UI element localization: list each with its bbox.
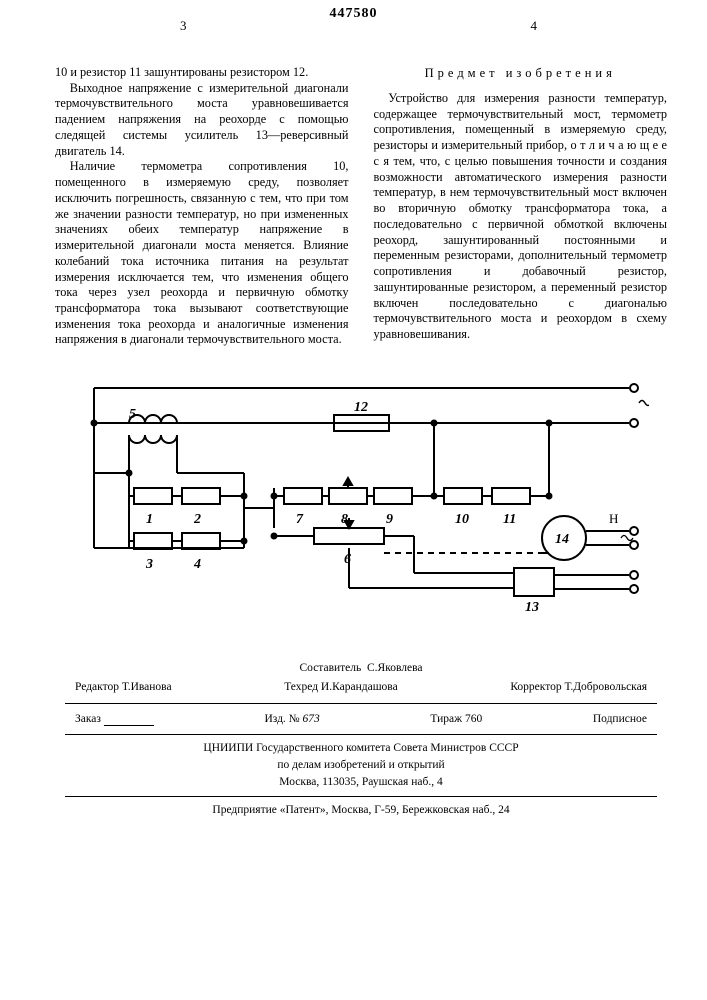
- circuit-svg: 5 1 2: [74, 373, 649, 643]
- order-label: Заказ: [75, 713, 101, 725]
- svg-text:4: 4: [193, 557, 201, 572]
- compiler-line: Составитель С.Яковлева: [55, 661, 667, 676]
- order-cell: Заказ: [75, 712, 154, 727]
- subscribe-label: Подписное: [593, 712, 647, 727]
- corrector-label: Корректор: [510, 681, 561, 693]
- corrector-name: Т.Добровольская: [564, 681, 647, 693]
- compiler-name: С.Яковлева: [367, 662, 422, 674]
- izd-cell: Изд. № 673: [264, 712, 319, 727]
- order-blank: [104, 714, 154, 727]
- izd-value: 673: [303, 713, 320, 725]
- left-column: 10 и резистор 11 зашунтированы резисторо…: [55, 65, 349, 348]
- footer-block: Составитель С.Яковлева Редактор Т.Иванов…: [55, 661, 667, 817]
- svg-text:5: 5: [129, 407, 136, 422]
- svg-text:12: 12: [354, 400, 368, 415]
- svg-text:14: 14: [555, 532, 569, 547]
- editor-cell: Редактор Т.Иванова: [75, 680, 172, 695]
- left-p1: 10 и резистор 11 зашунтированы резисторо…: [55, 65, 349, 81]
- tirazh-label: Тираж: [430, 713, 462, 725]
- svg-text:2: 2: [193, 512, 201, 527]
- org-line-1: ЦНИИПИ Государственного комитета Совета …: [55, 741, 667, 756]
- editor-label: Редактор: [75, 681, 119, 693]
- svg-text:10: 10: [455, 512, 469, 527]
- page-number-right: 4: [531, 18, 538, 35]
- addr-line-1: Москва, 113035, Раушская наб., 4: [55, 775, 667, 790]
- divider-3: [65, 796, 657, 797]
- svg-text:11: 11: [503, 512, 516, 527]
- page-number-left: 3: [180, 18, 187, 35]
- svg-text:3: 3: [145, 557, 153, 572]
- divider-2: [65, 734, 657, 735]
- org-line-2: по делам изобретений и открытий: [55, 758, 667, 773]
- svg-text:9: 9: [386, 512, 393, 527]
- right-column: Предмет изобретения Устройство для измер…: [374, 65, 668, 348]
- svg-text:13: 13: [525, 600, 539, 615]
- circuit-diagram: 5 1 2: [55, 373, 667, 643]
- text-columns: 10 и резистор 11 зашунтированы резисторо…: [55, 65, 667, 348]
- tech-cell: Техред И.Карандашова: [284, 680, 397, 695]
- corrector-cell: Корректор Т.Добровольская: [510, 680, 647, 695]
- svg-text:1: 1: [146, 512, 153, 527]
- izd-label: Изд. №: [264, 713, 299, 725]
- divider-1: [65, 703, 657, 704]
- compiler-label: Составитель: [299, 662, 361, 674]
- tech-name: И.Карандашова: [321, 681, 398, 693]
- tech-label: Техред: [284, 681, 318, 693]
- claim-title: Предмет изобретения: [374, 65, 668, 81]
- left-p2: Выходное напряжение с измерительной диаг…: [55, 81, 349, 160]
- left-p3: Наличие термометра сопротивления 10, пом…: [55, 159, 349, 348]
- svg-text:H: H: [609, 511, 618, 526]
- right-p1: Устройство для измерения разности темпер…: [374, 91, 668, 343]
- page: 447580 3 4 10 и резистор 11 зашунтирован…: [0, 0, 707, 1000]
- document-number: 447580: [0, 5, 707, 23]
- tirazh-cell: Тираж 760: [430, 712, 482, 727]
- tirazh-value: 760: [465, 713, 482, 725]
- credits-line: Редактор Т.Иванова Техред И.Карандашова …: [55, 678, 667, 697]
- editor-name: Т.Иванова: [122, 681, 172, 693]
- enterprise-line: Предприятие «Патент», Москва, Г-59, Бере…: [55, 803, 667, 818]
- print-line: Заказ Изд. № 673 Тираж 760 Подписное: [55, 710, 667, 729]
- svg-text:7: 7: [296, 512, 304, 527]
